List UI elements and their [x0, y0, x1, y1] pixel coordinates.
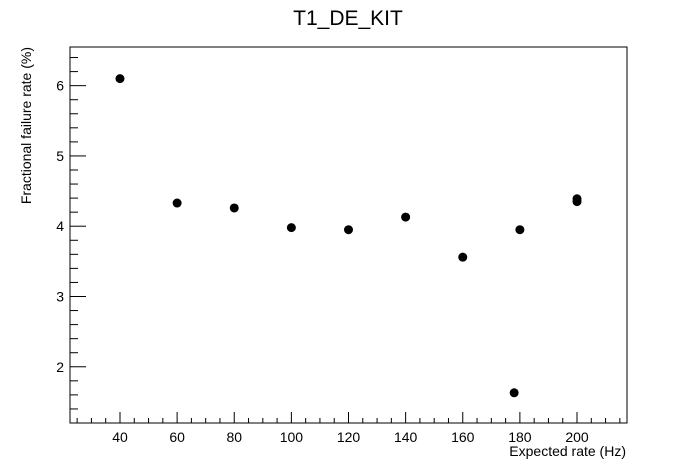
data-point [115, 74, 125, 84]
y-axis-tick-labels: 2 3 4 5 6 [56, 78, 64, 375]
data-point [229, 203, 239, 213]
plot-frame [69, 46, 628, 424]
x-tick-label: 120 [337, 429, 361, 445]
y-tick-label: 2 [56, 359, 64, 375]
y-tick-label: 5 [56, 148, 64, 164]
x-tick-label: 200 [565, 429, 589, 445]
x-axis-ticks [76, 412, 621, 423]
y-axis-label: Fractional failure rate (%) [18, 47, 34, 204]
data-point [286, 223, 296, 233]
data-point [172, 198, 182, 208]
x-axis-label: Expected rate (Hz) [509, 443, 626, 459]
y-tick-label: 4 [56, 218, 64, 234]
data-point [344, 225, 353, 235]
chart-title: T1_DE_KIT [293, 7, 403, 30]
data-points [115, 74, 582, 398]
data-point [401, 212, 411, 222]
x-tick-label: 140 [394, 429, 418, 445]
x-tick-label: 180 [508, 429, 532, 445]
x-tick-label: 60 [169, 429, 185, 445]
y-tick-label: 6 [56, 78, 64, 94]
data-point [515, 225, 525, 235]
y-axis-ticks [70, 57, 86, 424]
x-axis-tick-labels: 40 60 80 100 120 140 160 180 200 [112, 429, 589, 445]
x-tick-label: 100 [280, 429, 304, 445]
x-tick-label: 80 [226, 429, 242, 445]
data-point [572, 197, 582, 207]
data-point [509, 388, 519, 398]
x-tick-label: 160 [451, 429, 475, 445]
data-point [458, 252, 468, 262]
y-tick-label: 3 [56, 288, 64, 304]
x-tick-label: 40 [112, 429, 128, 445]
